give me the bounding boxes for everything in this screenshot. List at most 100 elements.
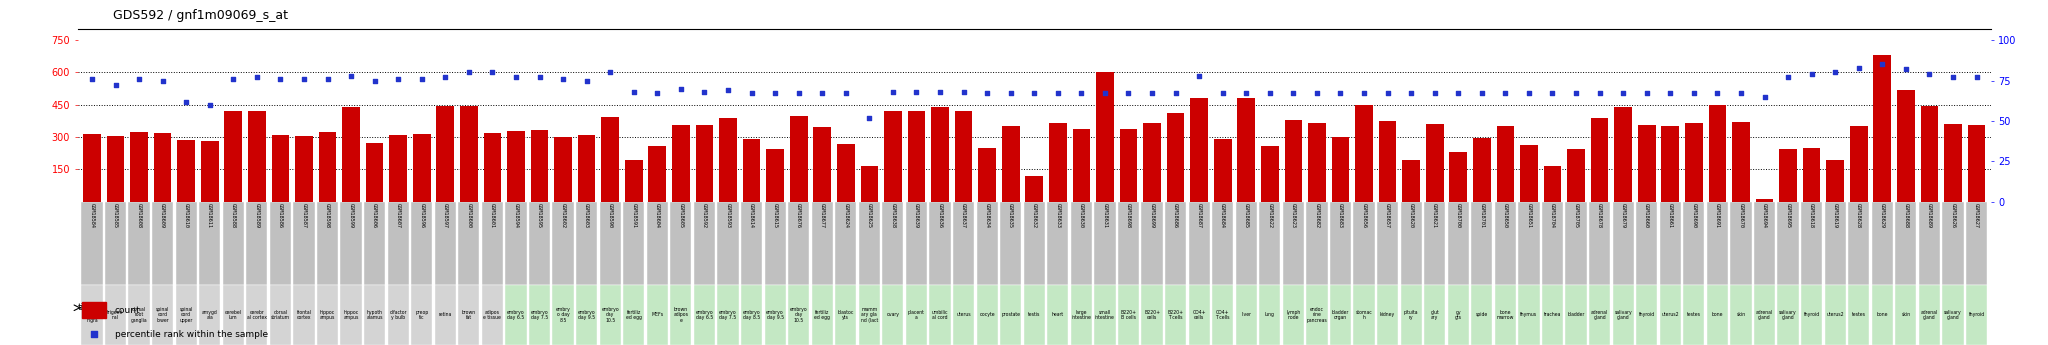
Text: thyroid: thyroid [1638, 313, 1655, 317]
Point [1583, 91, 1616, 96]
Text: fertiliz
ed egg: fertiliz ed egg [815, 310, 829, 320]
Text: brown
adipos
e: brown adipos e [674, 307, 688, 323]
Text: GSM18639: GSM18639 [913, 203, 920, 228]
Text: embryo
day 9.5: embryo day 9.5 [578, 310, 596, 320]
Text: hippoc
ampus: hippoc ampus [319, 310, 336, 320]
Text: adrenal
gland: adrenal gland [1921, 310, 1937, 320]
Text: embryo
day 6.5: embryo day 6.5 [508, 310, 524, 320]
Point [735, 91, 768, 96]
Bar [741, 285, 762, 345]
Bar [1307, 285, 1327, 345]
Text: bladder: bladder [1567, 313, 1585, 317]
Bar [84, 134, 100, 202]
Point [1112, 91, 1145, 96]
Text: GSM18635: GSM18635 [1008, 203, 1014, 228]
Point [829, 91, 862, 96]
Text: GSM18688: GSM18688 [1903, 203, 1909, 228]
Text: GSM18608: GSM18608 [137, 203, 141, 228]
Bar [459, 285, 479, 345]
Bar [1919, 285, 1939, 345]
Bar [553, 202, 573, 285]
Text: liver: liver [1241, 313, 1251, 317]
Bar [694, 202, 715, 285]
Text: GSM18594: GSM18594 [514, 203, 518, 228]
Text: umbilic
al cord: umbilic al cord [932, 310, 948, 320]
Text: MEFs: MEFs [651, 313, 664, 317]
Bar [1659, 202, 1681, 285]
Point [1419, 91, 1452, 96]
Point [1184, 73, 1217, 78]
Point [993, 91, 1026, 96]
Text: GSM18628: GSM18628 [1855, 203, 1862, 228]
Bar [858, 202, 881, 285]
Bar [1118, 202, 1139, 285]
Bar [811, 285, 834, 345]
Bar [883, 285, 903, 345]
Bar [1188, 285, 1210, 345]
Bar [1497, 126, 1513, 202]
Bar [1638, 125, 1655, 202]
Text: testes: testes [1688, 313, 1700, 317]
Text: embryo
day 6.5: embryo day 6.5 [696, 310, 713, 320]
Text: GSM18624: GSM18624 [844, 203, 848, 228]
Point [1843, 65, 1876, 70]
Bar [860, 166, 879, 202]
Bar [270, 285, 291, 345]
Bar [1329, 285, 1352, 345]
Text: cerebel
lum: cerebel lum [225, 310, 242, 320]
Bar [1094, 285, 1116, 345]
Text: testis: testis [1028, 313, 1040, 317]
Point [264, 76, 297, 82]
Bar [1565, 285, 1587, 345]
Bar [1872, 202, 1892, 285]
Bar [999, 285, 1022, 345]
Text: GSM18623: GSM18623 [1290, 203, 1296, 228]
Point [616, 89, 649, 95]
Text: GSM18595: GSM18595 [537, 203, 543, 228]
Bar [1896, 90, 1915, 202]
Text: GSM18656: GSM18656 [1362, 203, 1366, 228]
Bar [1354, 285, 1374, 345]
Text: GSM18611: GSM18611 [207, 203, 213, 228]
Bar [670, 202, 692, 285]
Text: B220+
B cells: B220+ B cells [1120, 310, 1137, 320]
Text: GSM18630: GSM18630 [1079, 203, 1083, 228]
Bar [461, 106, 477, 202]
Point [1866, 62, 1898, 67]
Text: pituita
ry: pituita ry [1403, 310, 1419, 320]
Bar [553, 285, 573, 345]
Point [1159, 91, 1192, 96]
Bar [1448, 202, 1468, 285]
Bar [1968, 125, 1985, 202]
Bar [1262, 146, 1278, 202]
Text: GSM18631: GSM18631 [1102, 203, 1108, 228]
Bar [1966, 202, 1987, 285]
Point [852, 115, 885, 120]
Text: adrenal
gland: adrenal gland [1755, 310, 1774, 320]
Bar [1282, 202, 1305, 285]
Bar [1780, 149, 1796, 202]
Bar [905, 285, 928, 345]
Bar [1565, 202, 1587, 285]
Bar [1636, 202, 1657, 285]
Text: GSM18676: GSM18676 [797, 203, 801, 228]
Bar [223, 285, 244, 345]
Bar [1118, 285, 1139, 345]
Bar [152, 285, 174, 345]
Point [358, 78, 391, 83]
Point [428, 75, 461, 80]
Point [1278, 91, 1311, 96]
Bar [1921, 106, 1937, 202]
Text: GSM18683: GSM18683 [1337, 203, 1343, 228]
Point [500, 75, 532, 80]
Point [1655, 91, 1688, 96]
Text: uterus2: uterus2 [1827, 313, 1843, 317]
Bar [1470, 202, 1493, 285]
Text: frontal
cortex: frontal cortex [297, 310, 311, 320]
Point [522, 75, 555, 80]
Bar [717, 202, 739, 285]
Bar [131, 132, 147, 202]
Point [1090, 91, 1122, 96]
Bar [82, 302, 106, 318]
Text: GSM18686: GSM18686 [1174, 203, 1178, 228]
